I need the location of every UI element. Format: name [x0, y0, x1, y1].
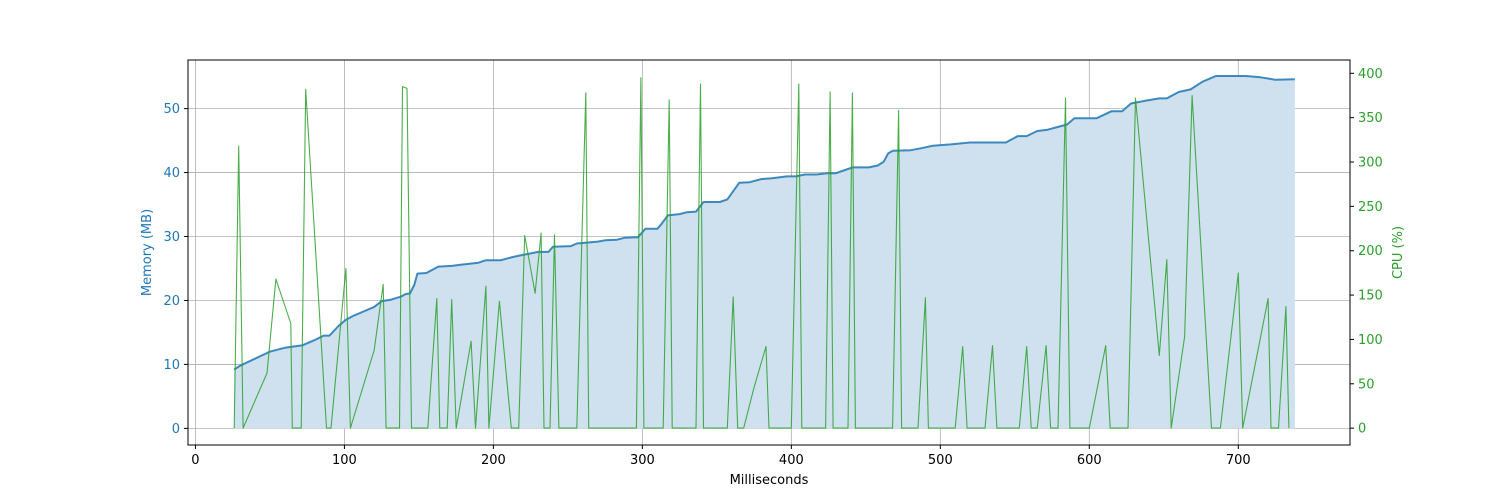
y-axis-left-label: Memory (MB) [140, 209, 155, 296]
y-axis-left: 0 10 20 30 40 50 [163, 102, 188, 437]
y-right-tick-label: 50 [1358, 377, 1375, 392]
y-right-tick-label: 200 [1358, 244, 1383, 259]
y-right-tick-label: 300 [1358, 156, 1383, 171]
y-left-tick-label: 10 [163, 358, 180, 373]
x-tick-label: 200 [481, 453, 506, 468]
y-left-tick-label: 40 [163, 166, 180, 181]
y-right-tick-label: 100 [1358, 333, 1383, 348]
x-tick-label: 400 [779, 453, 804, 468]
y-left-tick-label: 50 [163, 102, 180, 117]
y-axis-right: 0 50 100 150 200 250 300 350 400 [1350, 67, 1383, 437]
x-axis-label: Milliseconds [730, 473, 809, 488]
y-right-tick-label: 250 [1358, 200, 1383, 215]
y-left-tick-label: 20 [163, 294, 180, 309]
x-tick-label: 100 [332, 453, 357, 468]
x-tick-label: 700 [1226, 453, 1251, 468]
cpu-line [233, 77, 1290, 429]
x-axis: 0 100 200 300 400 500 600 700 [191, 445, 1251, 468]
y-right-tick-label: 0 [1358, 422, 1366, 437]
memory-area [234, 76, 1295, 429]
x-tick-label: 500 [928, 453, 953, 468]
series-layer [233, 75, 1295, 429]
y-left-tick-label: 0 [172, 422, 180, 437]
x-tick-label: 600 [1077, 453, 1102, 468]
y-right-tick-label: 400 [1358, 67, 1383, 82]
y-left-tick-label: 30 [163, 230, 180, 245]
plot-frame [187, 59, 1351, 446]
y-right-tick-label: 350 [1358, 111, 1383, 126]
x-tick-label: 300 [630, 453, 655, 468]
y-right-tick-label: 150 [1358, 289, 1383, 304]
x-tick-label: 0 [191, 453, 199, 468]
y-axis-right-label: CPU (%) [1391, 226, 1406, 279]
